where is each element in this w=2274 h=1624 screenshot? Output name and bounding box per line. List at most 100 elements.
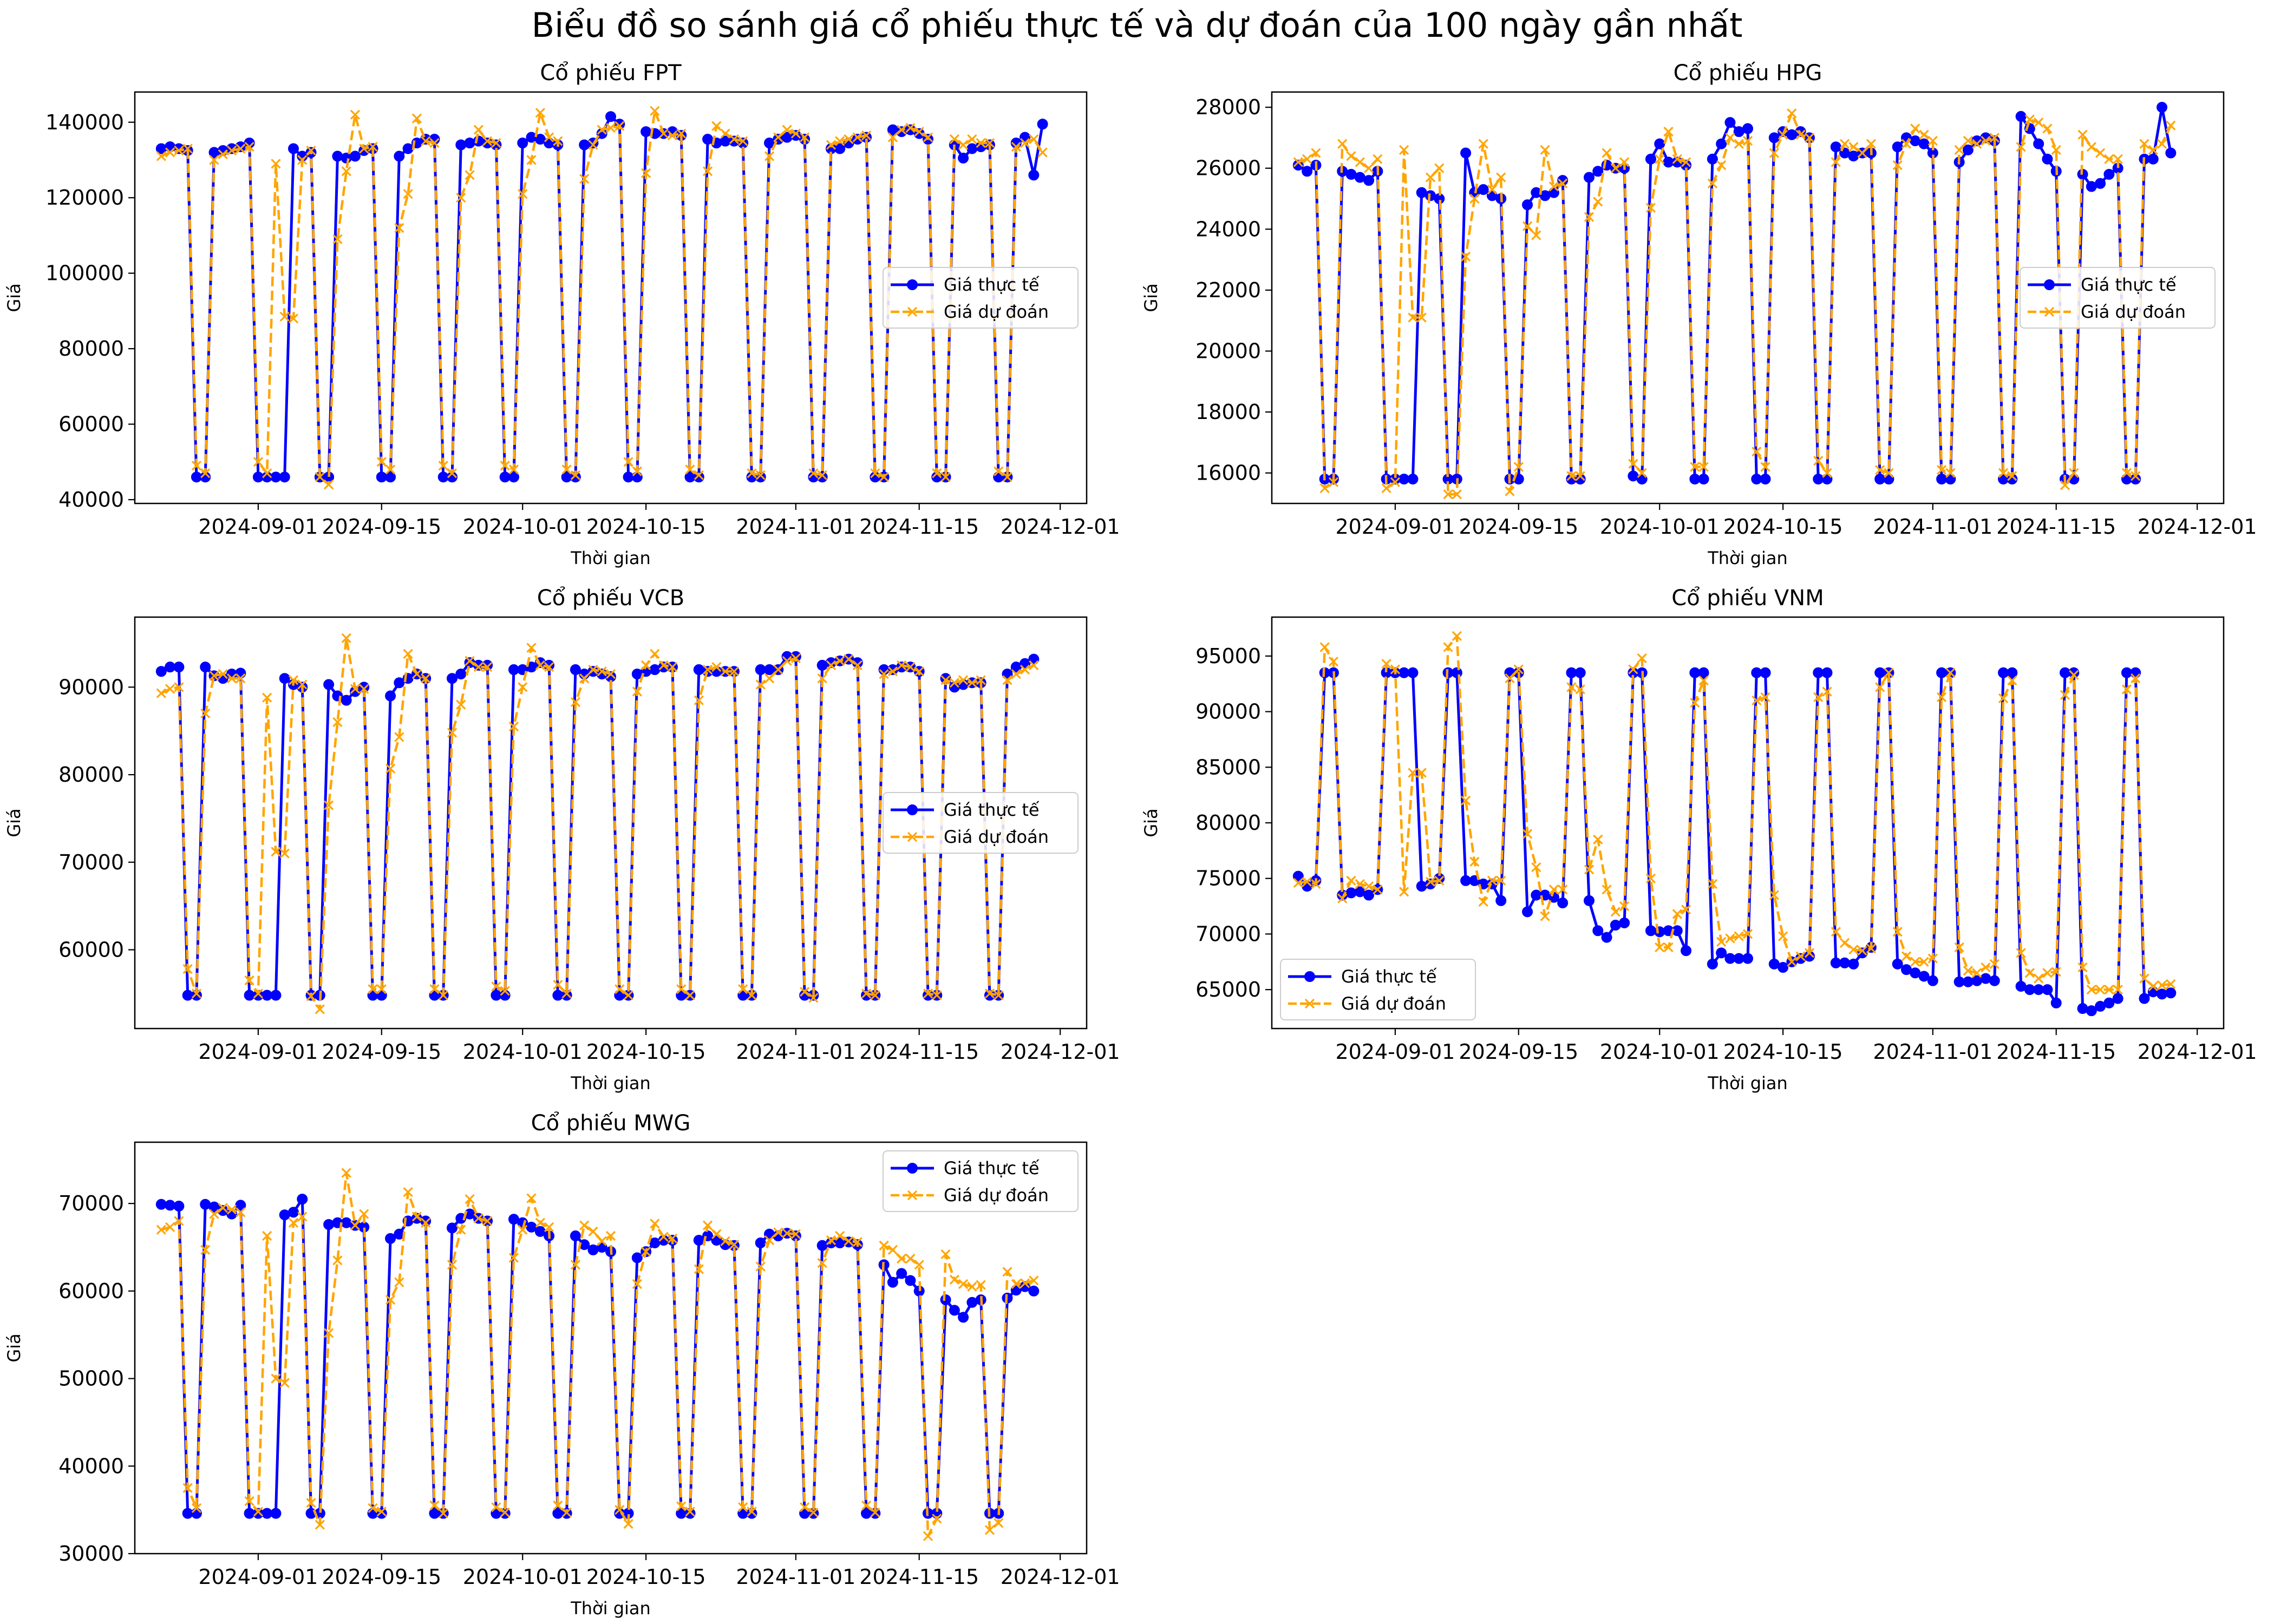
data-point	[570, 1230, 581, 1242]
y-tick-label: 90000	[1195, 700, 1261, 724]
data-point	[605, 1230, 616, 1241]
data-point	[1821, 667, 1833, 678]
data-point	[2077, 129, 2088, 140]
data-point	[1918, 971, 1930, 982]
data-point	[332, 1255, 343, 1266]
data-point	[1734, 139, 1744, 149]
data-point	[729, 134, 740, 145]
data-point	[1592, 925, 1604, 937]
data-point	[729, 1240, 740, 1250]
data-point	[376, 457, 387, 467]
subplot-title: Cổ phiếu VCB	[537, 586, 684, 611]
data-point	[870, 1507, 880, 1518]
data-point	[1778, 931, 1788, 941]
data-point	[808, 1507, 819, 1518]
data-point	[1602, 885, 1612, 895]
data-point	[1363, 889, 1375, 901]
data-point	[1363, 175, 1375, 186]
data-point	[932, 468, 942, 479]
data-point	[491, 1502, 501, 1512]
data-point	[1557, 897, 1569, 908]
subplot-3: Cổ phiếu VNM 2024-09-01 2024-09-15 2024-10-…	[1141, 586, 2257, 1093]
data-point	[359, 1209, 369, 1219]
data-point	[262, 692, 272, 703]
legend-label: Giá thực tế	[944, 1158, 1040, 1178]
y-tick-label: 120000	[45, 186, 124, 209]
data-point	[270, 990, 282, 1001]
data-point	[544, 1222, 554, 1232]
data-point	[1522, 199, 1533, 211]
data-point	[588, 664, 598, 675]
data-point	[1927, 135, 1938, 146]
data-point	[1919, 129, 1929, 140]
data-point	[1002, 472, 1012, 482]
axes-frame	[134, 91, 1088, 505]
data-point	[905, 123, 916, 133]
data-point	[2069, 468, 2079, 478]
data-point	[1804, 133, 1815, 143]
data-point	[182, 143, 193, 154]
data-point	[2034, 117, 2044, 128]
data-point	[2024, 968, 2035, 978]
data-point	[165, 684, 175, 694]
data-point	[1707, 178, 1718, 189]
data-point	[226, 1204, 237, 1215]
data-point	[1478, 896, 1488, 907]
data-point	[844, 654, 854, 664]
data-point	[676, 984, 687, 994]
data-point	[694, 695, 704, 705]
data-point	[421, 136, 431, 146]
data-point	[773, 664, 783, 675]
data-point	[1452, 489, 1462, 500]
data-point	[1672, 154, 1682, 164]
data-point	[553, 980, 563, 990]
data-point	[1029, 134, 1039, 145]
data-point	[1028, 169, 1040, 181]
data-point	[1292, 870, 1304, 882]
y-tick-label: 80000	[58, 337, 124, 361]
data-point	[411, 113, 422, 123]
data-point	[1787, 957, 1797, 967]
data-point	[650, 1219, 660, 1229]
data-point	[958, 675, 969, 685]
data-point	[1768, 132, 1780, 143]
data-point	[1716, 138, 1727, 149]
data-point	[288, 313, 299, 324]
data-point	[747, 1507, 757, 1517]
data-point	[1752, 447, 1762, 457]
data-point	[1302, 154, 1312, 164]
data-point	[1337, 893, 1348, 903]
data-point	[1866, 943, 1877, 954]
data-point	[315, 1004, 325, 1014]
subplot-2: Cổ phiếu VCB 2024-09-01 2024-09-15 2024-10-…	[4, 586, 1120, 1093]
data-point	[1813, 692, 1824, 703]
data-point	[455, 669, 467, 680]
data-point	[1610, 163, 1620, 173]
data-point	[2060, 690, 2070, 700]
y-tick-label: 70000	[58, 1191, 124, 1215]
data-point	[279, 311, 290, 322]
data-point	[685, 990, 695, 1000]
data-point	[1698, 667, 1709, 678]
data-point	[465, 170, 475, 180]
data-point	[1434, 875, 1445, 886]
data-point	[332, 717, 343, 728]
data-point	[508, 721, 519, 732]
data-point	[588, 140, 598, 150]
data-point	[1972, 139, 1982, 149]
data-point	[1734, 931, 1744, 941]
data-point	[632, 1279, 642, 1289]
data-point	[165, 147, 175, 158]
data-point	[1760, 473, 1771, 484]
data-point	[597, 666, 607, 677]
data-point	[1963, 966, 1974, 976]
data-point	[297, 679, 308, 690]
legend: Giá thực tế Giá dự đoán	[883, 267, 1079, 329]
data-point	[870, 990, 880, 1000]
data-point	[1469, 856, 1480, 867]
y-tick-label: 75000	[1195, 867, 1261, 890]
figure-title: Biểu đồ so sánh giá cổ phiếu thực tế và …	[532, 5, 1743, 45]
data-point	[799, 1502, 810, 1512]
legend-marker	[907, 804, 918, 815]
data-point	[623, 457, 633, 467]
